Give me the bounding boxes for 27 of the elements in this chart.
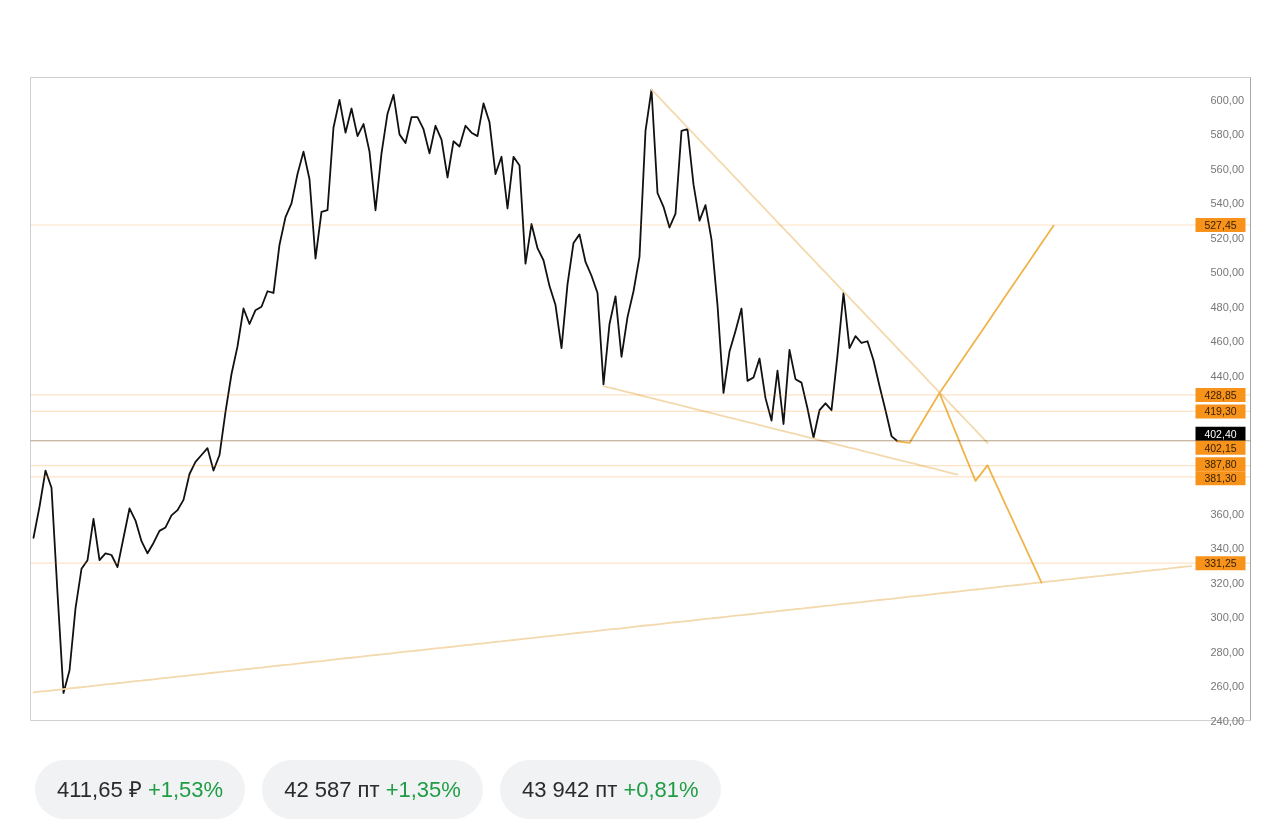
y-tick-label: 280,00	[1210, 645, 1245, 658]
y-tick-label: 500,00	[1210, 266, 1245, 279]
y-tick-label: 320,00	[1210, 576, 1245, 589]
y-tick-label: 580,00	[1210, 128, 1245, 141]
ref-line-label: 402,40	[1204, 427, 1237, 440]
y-tick-label: 520,00	[1210, 231, 1245, 244]
y-tick-label: 480,00	[1210, 300, 1245, 313]
y-tick-label: 440,00	[1210, 369, 1245, 382]
y-tick-label: 300,00	[1210, 611, 1245, 624]
y-tick-label: 340,00	[1210, 542, 1245, 555]
ref-line-label: 419,30	[1204, 405, 1237, 418]
y-tick-label: 560,00	[1210, 162, 1245, 175]
text: 42 587 пт +1,35%	[284, 777, 461, 802]
y-tick-label: 600,00	[1210, 93, 1245, 106]
text: 43 942 пт +0,81%	[521, 777, 699, 802]
ref-line-label: 387,80	[1204, 458, 1237, 471]
y-tick-label: 360,00	[1210, 507, 1245, 520]
y-tick-label: 460,00	[1210, 335, 1245, 348]
ref-line-label: 381,30	[1204, 472, 1237, 485]
ref-line-label: 428,85	[1204, 388, 1237, 401]
y-tick-label: 540,00	[1210, 197, 1245, 210]
ref-line-label: 331,25	[1204, 557, 1237, 570]
y-tick-label: 260,00	[1210, 680, 1245, 693]
ref-line-label: 527,45	[1204, 218, 1237, 231]
y-tick-label: 240,00	[1210, 714, 1245, 727]
text: 411,65 ₽ +1,53%	[57, 777, 224, 802]
ref-line-label: 402,15	[1204, 441, 1237, 454]
